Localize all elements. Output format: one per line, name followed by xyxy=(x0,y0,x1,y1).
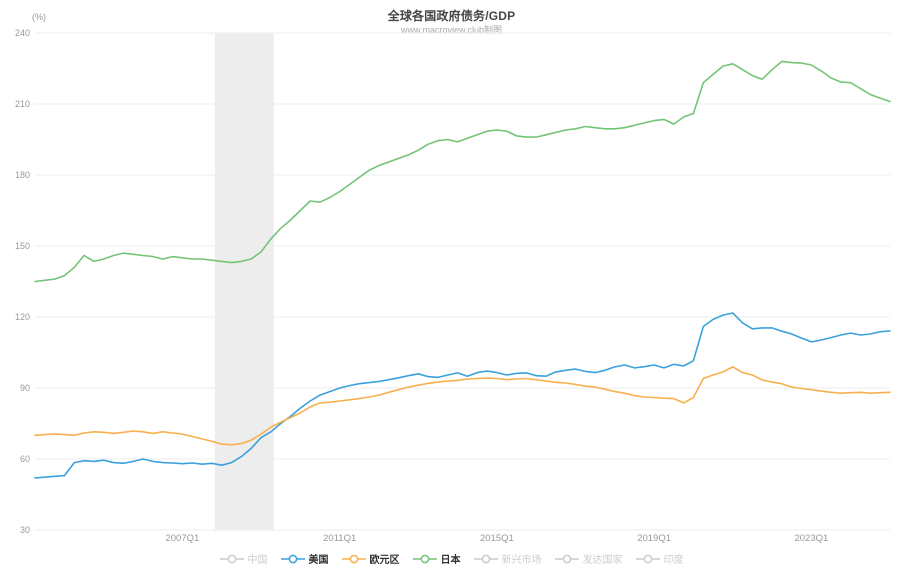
legend-line-icon xyxy=(635,554,660,563)
y-tick-label: 240 xyxy=(15,28,30,38)
y-tick-label: 210 xyxy=(15,99,30,109)
legend-item-label: 日本 xyxy=(440,555,461,566)
series-line-japan xyxy=(34,60,891,283)
chart-title: 全球各国政府债务/GDP xyxy=(387,9,516,23)
x-tick-label: 2015Q1 xyxy=(480,533,514,544)
legend-line-icon xyxy=(412,554,437,563)
legend-line-icon xyxy=(473,554,498,563)
legend-line-icon xyxy=(219,554,244,563)
x-tick-label: 2011Q1 xyxy=(323,533,356,544)
legend-item-label: 新兴市场 xyxy=(501,555,542,566)
legend-item-label: 欧元区 xyxy=(369,555,400,566)
legend-item-eurozone[interactable]: 欧元区 xyxy=(341,551,400,566)
x-tick-label: 2007Q1 xyxy=(165,533,199,544)
x-tick-label: 2019Q1 xyxy=(637,533,671,544)
y-tick-label: 30 xyxy=(20,525,30,535)
legend: 中国 美国 欧元区 日本 新兴市场 发达国家 印度 xyxy=(0,551,903,566)
y-tick-label: 180 xyxy=(15,170,30,180)
legend-item-china[interactable]: 中国 xyxy=(219,551,268,566)
chart-subtitle: www.macroview.club制图 xyxy=(400,25,503,35)
y-axis-unit-label: (%) xyxy=(32,12,46,22)
legend-item-label: 发达国家 xyxy=(582,555,623,566)
legend-item-japan[interactable]: 日本 xyxy=(412,551,461,566)
legend-item-india[interactable]: 印度 xyxy=(635,551,684,566)
legend-item-label: 中国 xyxy=(247,555,268,566)
series-line-us xyxy=(34,312,891,479)
y-tick-label: 150 xyxy=(15,241,30,251)
legend-line-icon xyxy=(341,554,366,563)
legend-item-label: 印度 xyxy=(663,555,684,566)
series-line-eurozone xyxy=(34,366,891,446)
y-tick-label: 120 xyxy=(15,312,30,322)
legend-item-developed-countries[interactable]: 发达国家 xyxy=(554,551,623,566)
recession-band xyxy=(214,33,274,530)
legend-item-emerging-markets[interactable]: 新兴市场 xyxy=(473,551,542,566)
legend-item-label: 美国 xyxy=(308,555,329,566)
y-tick-label: 90 xyxy=(20,383,30,393)
x-tick-label: 2023Q1 xyxy=(794,533,828,544)
legend-item-us[interactable]: 美国 xyxy=(280,551,329,566)
legend-line-icon xyxy=(554,554,579,563)
legend-line-icon xyxy=(280,554,305,563)
y-tick-label: 60 xyxy=(20,454,30,464)
